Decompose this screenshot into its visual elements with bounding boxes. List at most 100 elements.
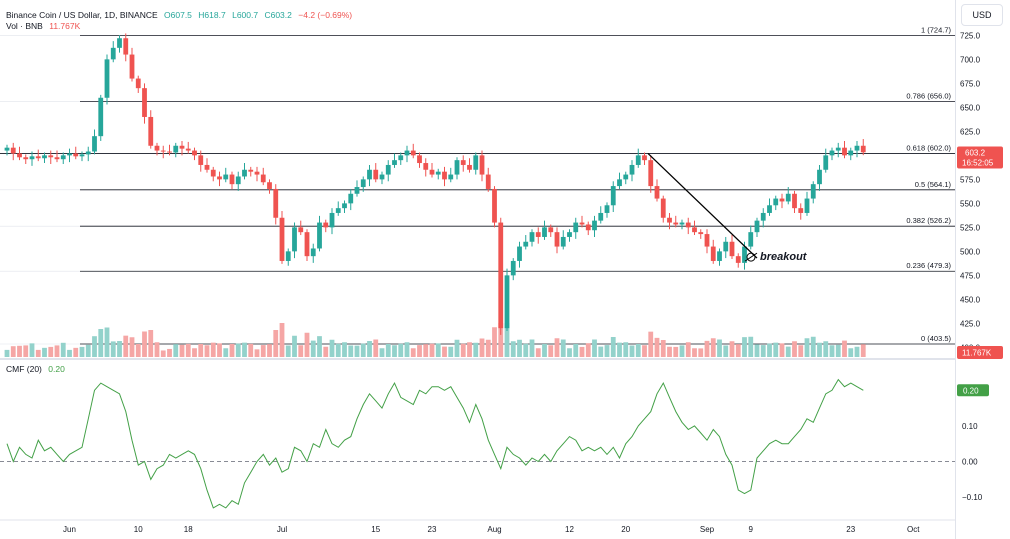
candle-body — [254, 171, 260, 175]
volume-bar — [185, 343, 191, 357]
candle-body — [773, 198, 779, 206]
candle-body — [85, 151, 91, 155]
time-axis-tick: Sep — [700, 525, 715, 534]
time-axis-tick: 23 — [428, 525, 437, 534]
candle-body — [485, 174, 491, 189]
cmf-line — [6, 378, 864, 509]
candle-body — [98, 97, 104, 137]
volume-bar — [273, 330, 279, 357]
time-axis-tick: 23 — [846, 525, 855, 534]
candle-body — [210, 169, 216, 177]
volume-bar — [467, 342, 472, 357]
candle-body — [310, 248, 316, 257]
candle-body — [754, 220, 760, 233]
volume-bar — [17, 345, 22, 357]
volume-bar — [767, 343, 772, 357]
volume-bar — [498, 323, 504, 357]
price-tag-countdown: 16:52:05 — [962, 158, 994, 167]
candle-body — [417, 155, 422, 164]
volume-bar — [292, 335, 297, 357]
volume-bar — [154, 342, 160, 357]
candle-body — [10, 147, 16, 154]
volume-bar — [673, 346, 679, 357]
volume-bar — [360, 343, 366, 357]
volume-bar — [567, 348, 572, 357]
volume-bar — [92, 336, 97, 357]
fib-level-label: 0 (403.5) — [921, 334, 952, 343]
candle-body — [385, 164, 391, 175]
volume-bar — [829, 345, 835, 357]
price-tag-value: 603.2 — [965, 148, 986, 157]
breakout-annotation: breakout — [760, 251, 808, 263]
volume-bar — [692, 348, 697, 357]
candle-body — [410, 150, 416, 156]
candle-body — [667, 217, 672, 223]
currency-button[interactable]: USD — [961, 4, 1003, 26]
candle-body — [73, 153, 79, 157]
candle-body — [92, 136, 97, 152]
candle-body — [317, 222, 322, 249]
cmf-axis-tick: −0.10 — [962, 493, 983, 502]
breakout-marker — [746, 252, 756, 262]
candle-body — [217, 176, 222, 180]
volume-bar — [23, 345, 29, 357]
candle-body — [442, 171, 447, 180]
volume-bar — [135, 344, 141, 357]
volume-bar — [548, 345, 554, 357]
candle-body — [342, 203, 347, 209]
candle-body — [4, 147, 10, 151]
volume-bar — [123, 335, 129, 357]
candle-body — [423, 163, 429, 170]
volume-bar — [698, 348, 704, 357]
candle-body — [517, 246, 522, 261]
candle-body — [67, 153, 72, 156]
volume-bar — [529, 339, 535, 357]
volume-bar — [210, 342, 216, 357]
volume-bar — [785, 346, 791, 357]
volume-bar — [398, 343, 404, 357]
candle-body — [398, 155, 404, 161]
volume-bar — [373, 339, 379, 357]
close-value: C603.2 — [264, 10, 292, 20]
cmf-legend: CMF (20) 0.20 — [6, 364, 69, 375]
volume-bar — [160, 350, 166, 357]
candle-body — [154, 145, 160, 151]
candle-body — [792, 193, 797, 209]
volume-bar — [642, 345, 647, 357]
volume-value: 11.767K — [49, 21, 81, 31]
volume-bar — [298, 345, 304, 357]
candle-body — [204, 164, 210, 170]
volume-bar — [723, 345, 729, 357]
candle-body — [17, 153, 22, 158]
candle-body — [704, 234, 710, 247]
volume-bar — [617, 342, 622, 357]
volume-bar — [379, 348, 385, 357]
volume-bar — [667, 346, 672, 357]
candle-body — [23, 157, 29, 160]
high-value: H618.7 — [198, 10, 226, 20]
candle-body — [854, 145, 860, 151]
candle-body — [42, 155, 47, 159]
volume-bar — [779, 343, 785, 357]
volume-bar — [404, 342, 410, 357]
candle-body — [692, 227, 697, 233]
volume-bar — [748, 336, 754, 357]
price-axis-separator — [955, 0, 956, 539]
cmf-tag-value: 0.20 — [963, 386, 979, 395]
volume-bar — [610, 337, 616, 357]
time-axis-tick: Aug — [487, 525, 501, 534]
volume-bar — [204, 345, 210, 357]
time-axis-tick: 18 — [184, 525, 193, 534]
volume-bar — [623, 342, 629, 357]
candle-body — [185, 148, 191, 151]
candle-body — [723, 241, 729, 252]
volume-bar — [773, 342, 779, 357]
candle-body — [467, 164, 472, 170]
volume-tag — [957, 346, 1003, 359]
candle-body — [292, 227, 297, 252]
candle-body — [104, 59, 110, 98]
candle-body — [404, 150, 410, 156]
price-axis-tick: 500.0 — [960, 247, 981, 256]
candle-body — [804, 198, 810, 213]
